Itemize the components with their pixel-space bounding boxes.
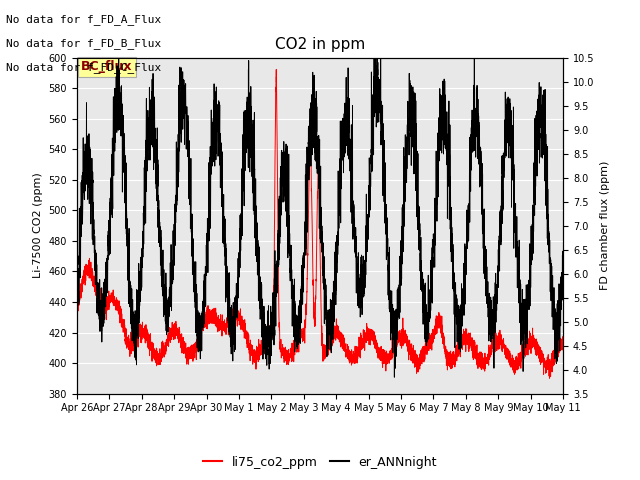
Title: CO2 in ppm: CO2 in ppm (275, 37, 365, 52)
Text: No data for f_FD_A_Flux: No data for f_FD_A_Flux (6, 14, 162, 25)
Text: BC_flux: BC_flux (81, 60, 132, 73)
Legend: li75_co2_ppm, er_ANNnight: li75_co2_ppm, er_ANNnight (198, 451, 442, 474)
Text: No data for f_FD_B_Flux: No data for f_FD_B_Flux (6, 38, 162, 49)
Y-axis label: FD chamber flux (ppm): FD chamber flux (ppm) (600, 161, 610, 290)
Text: No data for f_FD_C_Flux: No data for f_FD_C_Flux (6, 62, 162, 73)
Y-axis label: Li-7500 CO2 (ppm): Li-7500 CO2 (ppm) (33, 173, 43, 278)
